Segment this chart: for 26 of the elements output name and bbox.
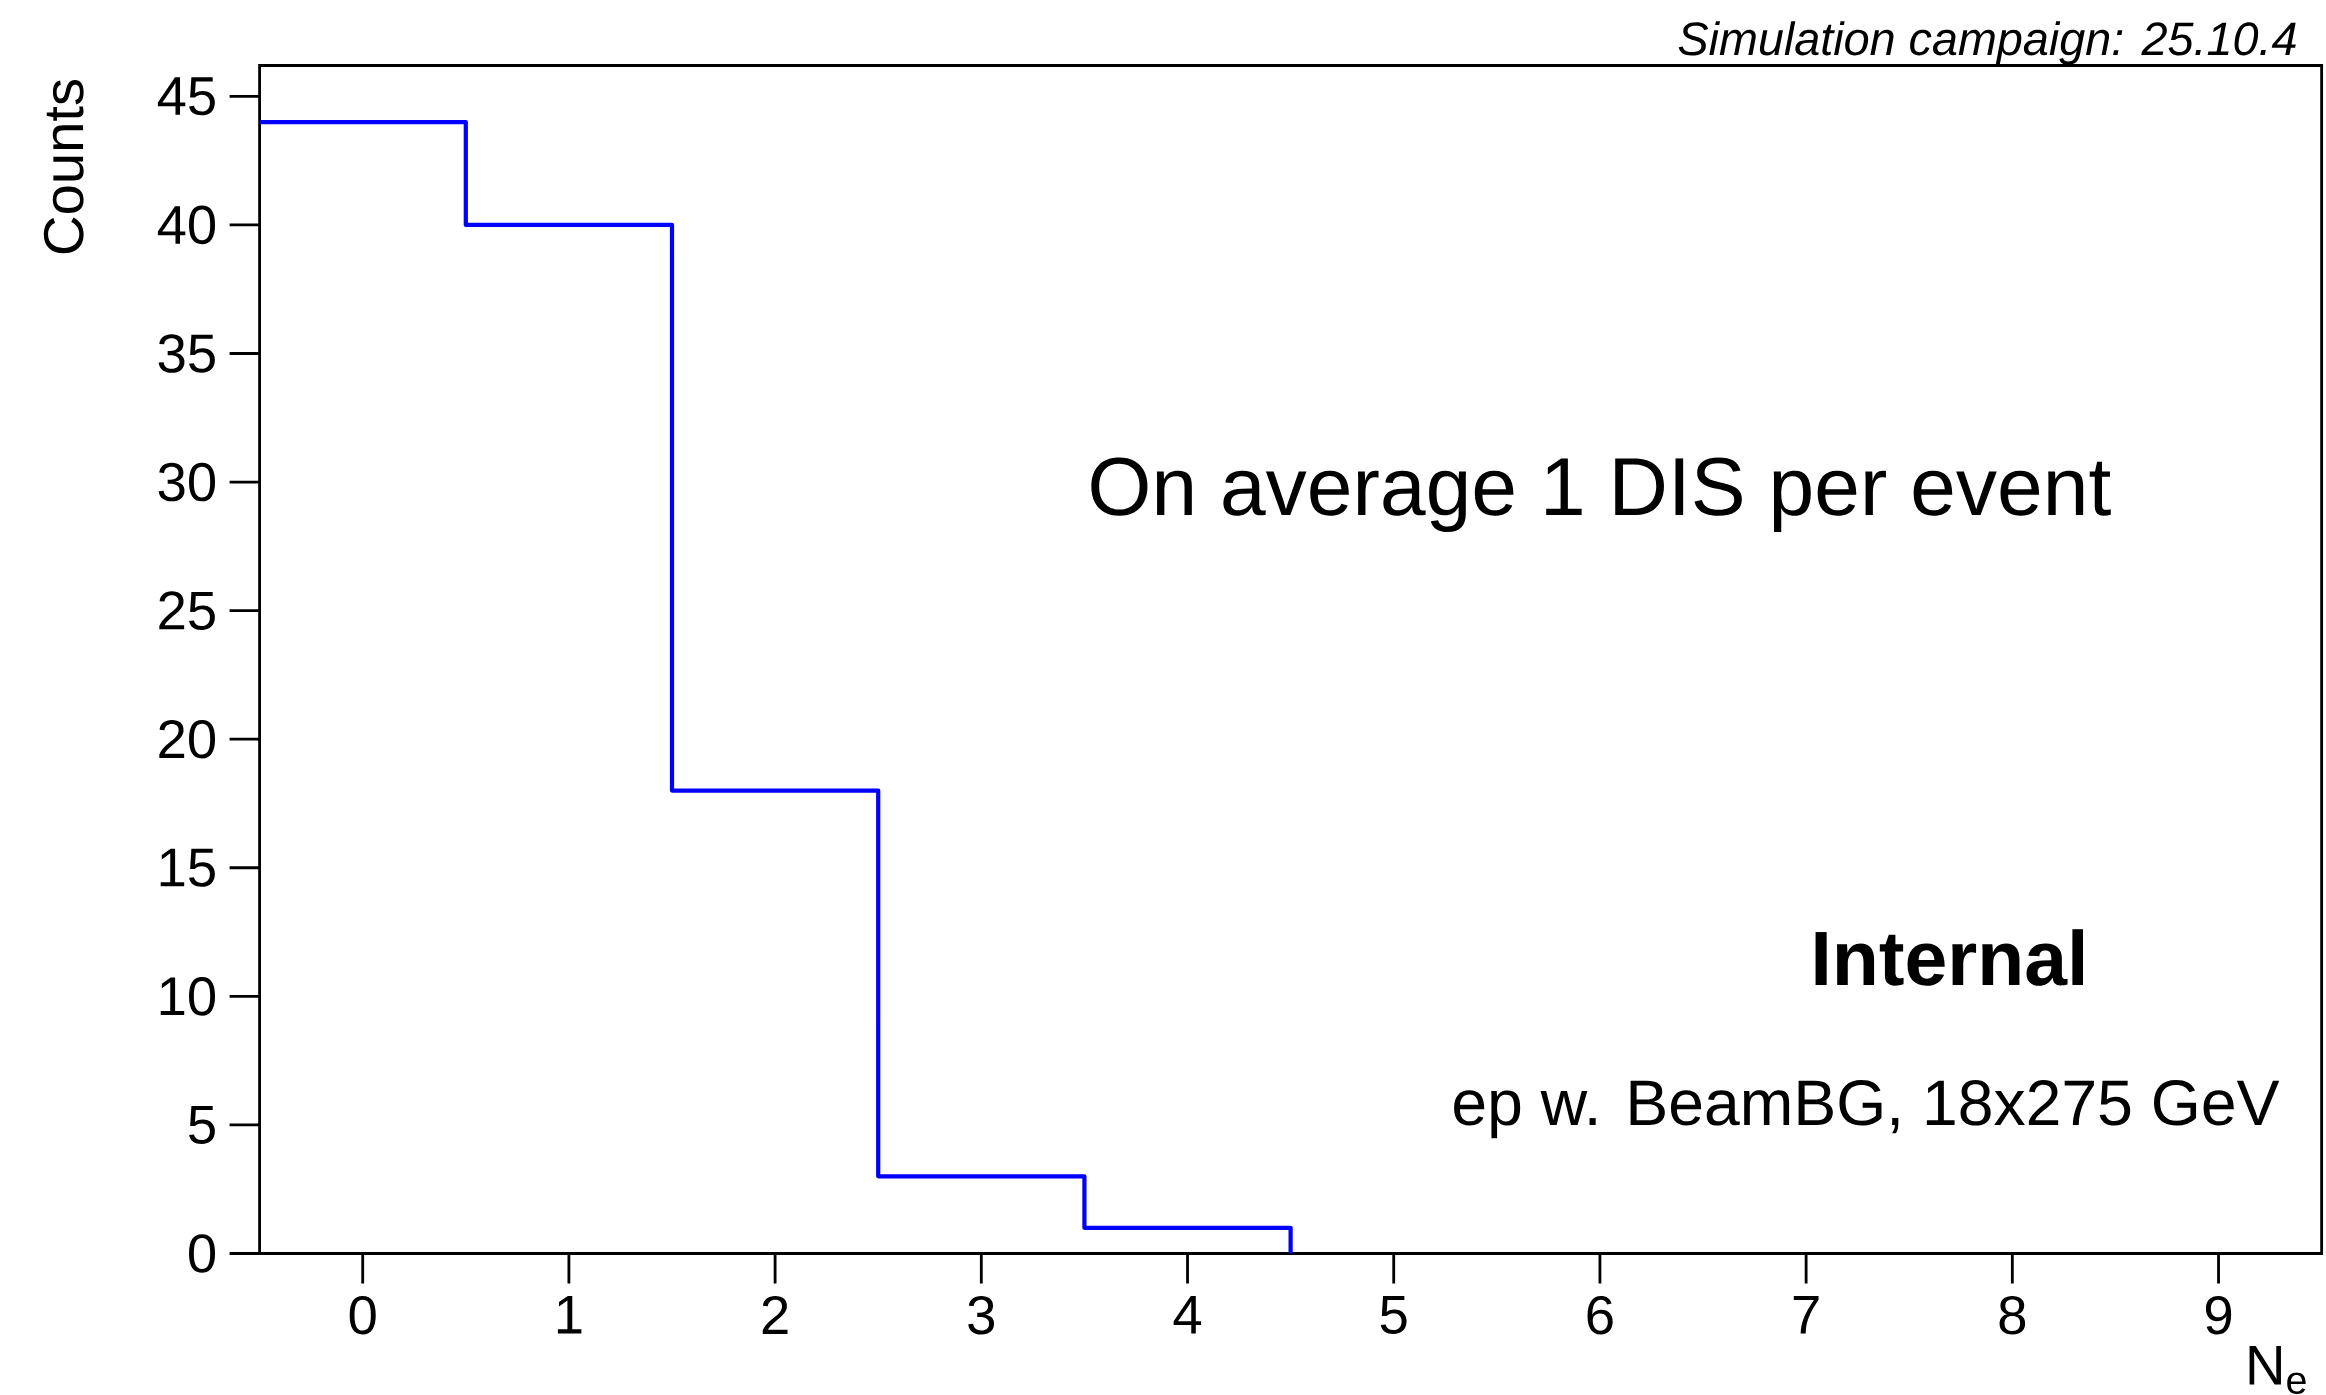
y-tick-label: 40	[157, 205, 216, 245]
x-tick-label: 3	[968, 1295, 995, 1335]
x-tick-label: 9	[2205, 1295, 2232, 1335]
x-axis-title: N$_{e}$	[2249, 1345, 2306, 1395]
y-tick-label: 0	[189, 1234, 216, 1273]
annotation: ep w. BeamBG, 18x275 GeV	[1454, 1080, 2280, 1139]
x-tick-label: 8	[1999, 1295, 2026, 1335]
x-tick-label: 2	[762, 1295, 788, 1334]
y-tick-label: 5	[189, 1105, 215, 1144]
y-tick-label: 15	[160, 848, 215, 887]
y-tick-label: 35	[158, 334, 215, 373]
y-tick-label: 25	[159, 591, 215, 630]
x-tick-label: 0	[349, 1295, 376, 1335]
annotation: Internal	[1815, 929, 2083, 986]
y-axis-title: Counts	[43, 79, 84, 254]
y-tick-label: 30	[158, 462, 216, 502]
y-tick-label: 10	[160, 977, 216, 1016]
x-tick-label: 7	[1793, 1295, 1819, 1334]
y-tick-label: 20	[159, 719, 216, 759]
text: Simulation campaign: 25.10.4	[1678, 21, 2296, 65]
x-tick-label: 5	[1380, 1295, 1407, 1334]
x-tick-label: 1	[557, 1295, 582, 1334]
y-tick-label: 45	[157, 77, 215, 116]
x-tick-label: 4	[1173, 1295, 1202, 1334]
annotation: On average 1 DIS per event	[1091, 457, 2111, 533]
x-tick-label: 6	[1587, 1295, 1613, 1335]
